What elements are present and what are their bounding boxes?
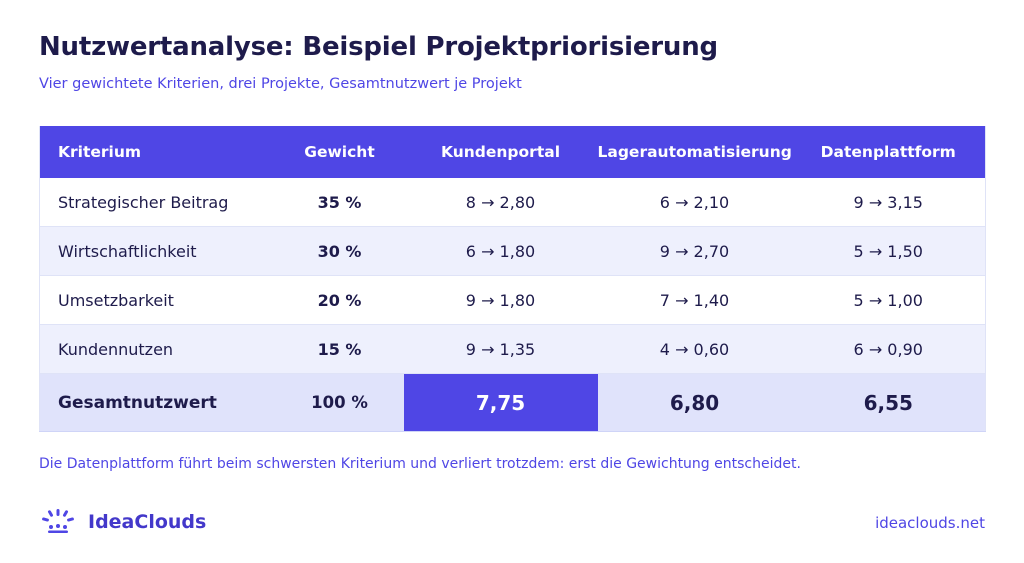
ideaclouds-logo-icon (42, 509, 74, 533)
header-weight: Gewicht (275, 126, 404, 178)
criterion-cell: Wirtschaftlichkeit (39, 226, 276, 276)
page-title: Nutzwertanalyse: Beispiel Projektprioris… (39, 32, 718, 62)
criterion-cell: Kundennutzen (39, 324, 276, 374)
total-label: Gesamtnutzwert (39, 373, 276, 432)
score-cell: 6 → 1,80 (403, 226, 598, 276)
score-cell: 5 → 1,00 (791, 275, 986, 325)
score-cell: 9 → 1,80 (403, 275, 598, 325)
weight-cell: 30 % (275, 226, 404, 276)
brand-logo: IdeaClouds (38, 509, 206, 535)
utility-analysis-table: Kriterium Gewicht Kundenportal Lagerauto… (39, 126, 986, 432)
weight-cell: 15 % (275, 324, 404, 374)
score-cell: 9 → 1,35 (403, 324, 598, 374)
header-criterion: Kriterium (39, 126, 276, 178)
score-cell: 4 → 0,60 (597, 324, 792, 374)
score-cell: 9 → 2,70 (597, 226, 792, 276)
score-cell: 7 → 1,40 (597, 275, 792, 325)
website-link[interactable]: ideaclouds.net (875, 514, 985, 532)
table-row: Wirtschaftlichkeit 30 % 6 → 1,80 9 → 2,7… (39, 226, 986, 276)
score-cell: 6 → 0,90 (791, 324, 986, 374)
total-value: 6,55 (791, 373, 986, 432)
footnote: Die Datenplattform führt beim schwersten… (39, 456, 801, 472)
score-cell: 9 → 3,15 (791, 178, 986, 227)
page-subtitle: Vier gewichtete Kriterien, drei Projekte… (39, 76, 522, 92)
score-cell: 5 → 1,50 (791, 226, 986, 276)
table-header-row: Kriterium Gewicht Kundenportal Lagerauto… (39, 126, 986, 178)
total-value: 6,80 (597, 373, 792, 432)
table-row: Strategischer Beitrag 35 % 8 → 2,80 6 → … (39, 178, 986, 227)
weight-cell: 20 % (275, 275, 404, 325)
score-cell: 8 → 2,80 (403, 178, 598, 227)
weight-cell: 35 % (275, 178, 404, 227)
total-row: Gesamtnutzwert 100 % 7,75 6,80 6,55 (39, 373, 986, 432)
total-weight: 100 % (275, 373, 404, 432)
table-row: Kundennutzen 15 % 9 → 1,35 4 → 0,60 6 → … (39, 324, 986, 374)
criterion-cell: Strategischer Beitrag (39, 178, 276, 227)
header-lagerautomatisierung: Lagerautomatisierung (597, 126, 792, 178)
table-row: Umsetzbarkeit 20 % 9 → 1,80 7 → 1,40 5 →… (39, 275, 986, 325)
total-value-highlighted: 7,75 (403, 373, 598, 432)
criterion-cell: Umsetzbarkeit (39, 275, 276, 325)
header-kundenportal: Kundenportal (403, 126, 598, 178)
score-cell: 6 → 2,10 (597, 178, 792, 227)
header-datenplattform: Datenplattform (791, 126, 986, 178)
brand-name: IdeaClouds (88, 511, 207, 533)
